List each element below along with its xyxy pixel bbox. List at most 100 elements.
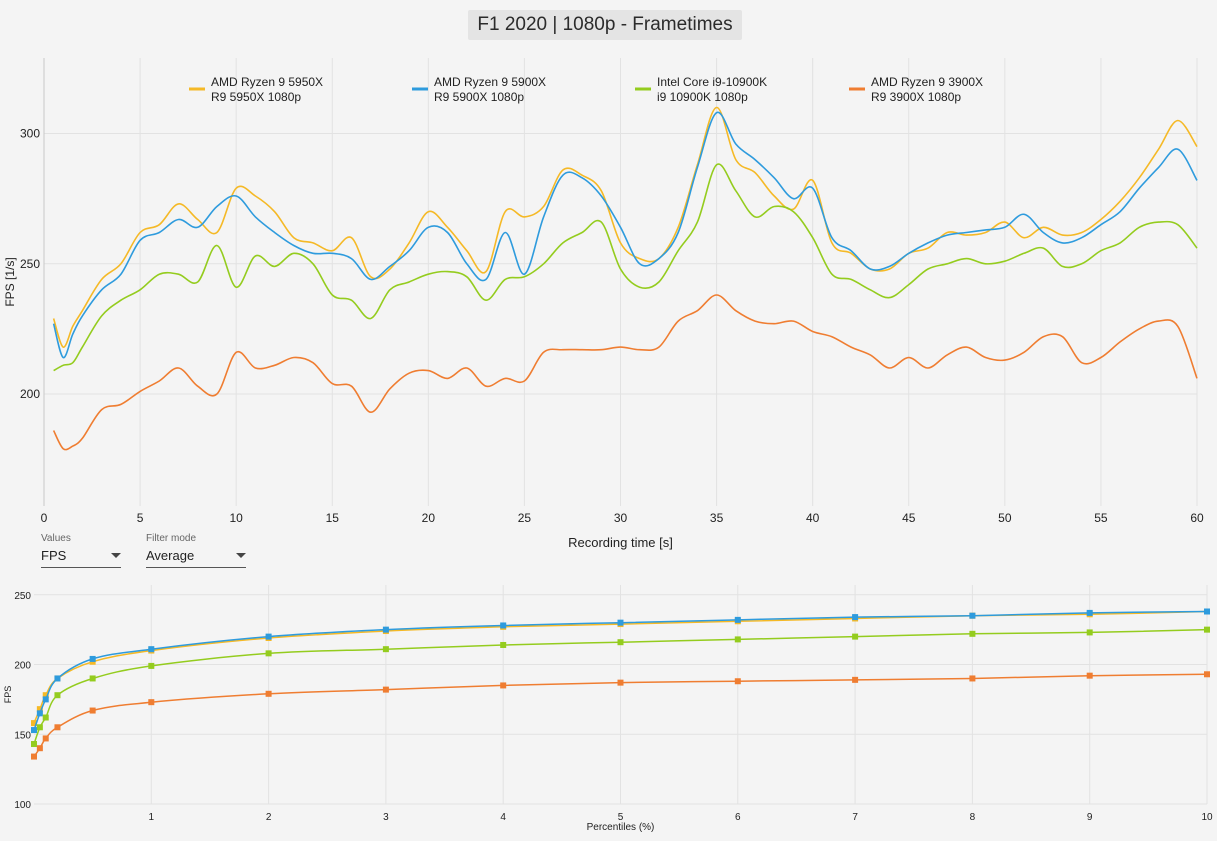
bottom-y-tick-label: 150 — [14, 730, 31, 741]
bottom-series-marker-2 — [42, 714, 49, 721]
bottom-series-marker-2 — [734, 636, 741, 643]
bottom-series-marker-1 — [1086, 609, 1093, 616]
bottom-series-marker-0 — [36, 706, 43, 713]
bottom-series-marker-1 — [148, 646, 155, 653]
bottom-series-marker-2 — [54, 692, 61, 699]
bottom-series-marker-3 — [734, 678, 741, 685]
top-x-tick-label: 20 — [422, 511, 436, 525]
bottom-series-marker-3 — [31, 753, 37, 760]
top-x-tick-label: 60 — [1190, 511, 1204, 525]
bottom-y-tick-label: 250 — [14, 591, 31, 602]
top-y-tick-label: 200 — [20, 387, 40, 401]
bottom-series-marker-1 — [36, 710, 43, 717]
bottom-series-marker-1 — [89, 655, 96, 662]
filter-mode-underline — [146, 567, 246, 568]
bottom-series-marker-1 — [617, 619, 624, 626]
legend-entry-sub: R9 5900X 1080p — [434, 90, 524, 104]
bottom-series-marker-1 — [969, 612, 976, 619]
bottom-series-marker-2 — [852, 633, 859, 640]
bottom-series-marker-1 — [382, 626, 389, 633]
top-x-tick-label: 0 — [41, 511, 48, 525]
bottom-series-marker-3 — [1204, 671, 1210, 678]
bottom-series-line-2 — [33, 628, 1208, 745]
legend-entry-sub: R9 5950X 1080p — [211, 90, 301, 104]
legend-entry-name: AMD Ryzen 9 5950X — [211, 75, 323, 89]
bottom-series-marker-3 — [54, 724, 61, 731]
bottom-series-line-1 — [33, 610, 1208, 731]
legend-entry-name: AMD Ryzen 9 3900X — [871, 75, 983, 89]
values-dropdown[interactable]: Values FPS — [41, 533, 121, 573]
top-x-tick-label: 10 — [229, 511, 243, 525]
bottom-series-marker-1 — [54, 675, 61, 682]
bottom-series-marker-3 — [852, 676, 859, 683]
bottom-series-marker-3 — [148, 699, 155, 706]
bottom-series-marker-3 — [42, 735, 49, 742]
bottom-x-tick-label: 7 — [852, 812, 858, 823]
bottom-series-marker-3 — [265, 690, 272, 697]
bottom-series-marker-1 — [500, 622, 507, 629]
bottom-series-marker-2 — [382, 646, 389, 653]
bottom-x-axis-title: Percentiles (%) — [587, 822, 655, 833]
bottom-series-marker-1 — [1204, 608, 1210, 615]
bottom-series-marker-2 — [1086, 629, 1093, 636]
bottom-series-marker-3 — [1086, 672, 1093, 679]
bottom-series-marker-2 — [265, 650, 272, 657]
top-x-tick-label: 50 — [998, 511, 1012, 525]
bottom-series-marker-2 — [31, 741, 37, 748]
filter-mode-selected: Average — [146, 548, 195, 563]
values-selected: FPS — [41, 548, 67, 563]
values-label: Values — [41, 533, 71, 544]
chart-title: F1 2020 | 1080p - Frametimes — [468, 10, 742, 40]
bottom-series-marker-1 — [734, 616, 741, 623]
bottom-x-tick-label: 8 — [970, 812, 976, 823]
bottom-series-marker-3 — [500, 682, 507, 689]
bottom-series-marker-1 — [31, 727, 37, 734]
top-x-tick-label: 40 — [806, 511, 820, 525]
top-x-tick-label: 5 — [137, 511, 144, 525]
top-y-tick-label: 250 — [20, 257, 40, 271]
bottom-x-tick-label: 1 — [149, 812, 155, 823]
bottom-series-marker-1 — [42, 696, 49, 703]
top-series-line-1 — [52, 111, 1198, 359]
top-x-tick-label: 15 — [326, 511, 340, 525]
bottom-series-marker-3 — [969, 675, 976, 682]
top-y-axis-title: FPS [1/s] — [3, 257, 17, 306]
top-x-tick-label: 55 — [1094, 511, 1108, 525]
legend-entry-sub: i9 10900K 1080p — [657, 90, 748, 104]
bottom-series-marker-1 — [265, 633, 272, 640]
bottom-series-marker-3 — [36, 745, 43, 752]
bottom-x-tick-label: 4 — [500, 812, 506, 823]
bottom-x-tick-label: 5 — [618, 812, 624, 823]
bottom-series-marker-2 — [1204, 626, 1210, 633]
bottom-series-marker-3 — [617, 679, 624, 686]
bottom-x-tick-label: 2 — [266, 812, 272, 823]
bottom-series-marker-0 — [42, 692, 49, 699]
top-series-line-3 — [52, 294, 1198, 451]
top-series-line-0 — [52, 106, 1198, 348]
filter-mode-dropdown[interactable]: Filter mode Average — [146, 533, 246, 573]
bottom-series-marker-3 — [89, 707, 96, 714]
bottom-series-marker-1 — [852, 614, 859, 621]
bottom-y-tick-label: 200 — [14, 661, 31, 672]
bottom-x-tick-label: 3 — [383, 812, 389, 823]
values-underline — [41, 567, 121, 568]
bottom-series-marker-2 — [36, 724, 43, 731]
bottom-x-tick-label: 6 — [735, 812, 741, 823]
top-x-tick-label: 25 — [518, 511, 532, 525]
chevron-down-icon — [111, 553, 121, 558]
top-x-tick-label: 45 — [902, 511, 916, 525]
legend-entry-sub: R9 3900X 1080p — [871, 90, 961, 104]
top-x-tick-label: 35 — [710, 511, 724, 525]
legend-entry-name: AMD Ryzen 9 5900X — [434, 75, 546, 89]
bottom-series-marker-2 — [617, 639, 624, 646]
bottom-series-marker-2 — [500, 641, 507, 648]
filter-mode-label: Filter mode — [146, 533, 197, 544]
bottom-series-marker-2 — [148, 662, 155, 669]
bottom-series-marker-2 — [969, 630, 976, 637]
legend-entry-name: Intel Core i9-10900K — [657, 75, 767, 89]
bottom-x-tick-label: 10 — [1201, 812, 1213, 823]
bottom-series-marker-0 — [31, 720, 37, 727]
top-x-axis-title: Recording time [s] — [568, 535, 673, 550]
bottom-series-marker-3 — [382, 686, 389, 693]
top-y-tick-label: 300 — [20, 127, 40, 141]
